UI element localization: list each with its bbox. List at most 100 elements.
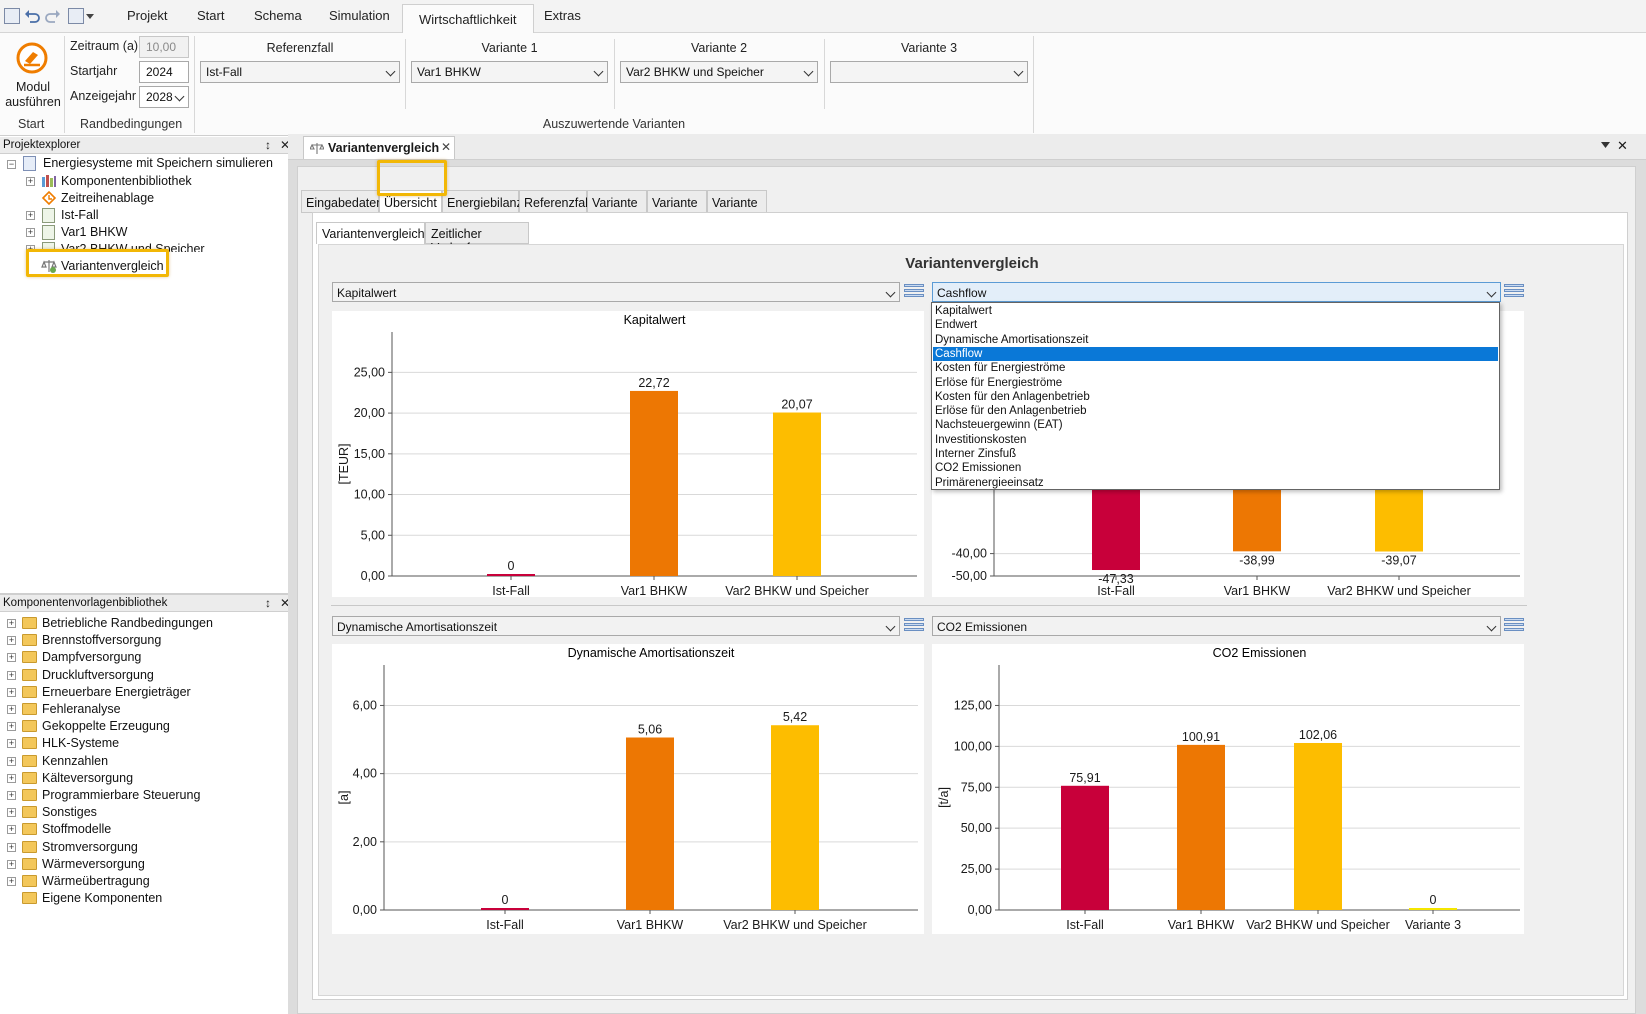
- variante3-select[interactable]: [830, 61, 1028, 83]
- chart-select-top-right[interactable]: Cashflow: [932, 282, 1501, 302]
- dropdown-option[interactable]: Cashflow: [933, 346, 1498, 362]
- chart-select-bottom-right[interactable]: CO2 Emissionen: [932, 616, 1501, 636]
- dropdown-option[interactable]: Interner Zinsfuß: [935, 448, 1017, 460]
- dropdown-option[interactable]: Endwert: [935, 319, 978, 332]
- library-item[interactable]: + Fehleranalyse: [0, 701, 290, 718]
- tab-energiebilanz[interactable]: Energiebilanz: [442, 190, 523, 213]
- variante2-select[interactable]: Var2 BHKW und Speicher: [620, 61, 818, 83]
- library-item[interactable]: + Kälteversorgung: [0, 770, 290, 787]
- library-item[interactable]: + Stoffmodelle: [0, 821, 290, 838]
- library-item[interactable]: + Brennstoffversorgung: [0, 632, 290, 649]
- tab-variante2[interactable]: Variante 2: [647, 190, 707, 224]
- chart-options-icon[interactable]: [1503, 618, 1525, 634]
- library-item[interactable]: + Stromversorgung: [0, 839, 290, 856]
- expand-icon[interactable]: +: [7, 858, 16, 869]
- library-item[interactable]: + Erneuerbare Energieträger: [0, 684, 290, 701]
- tree-item-zeitreihenablage[interactable]: Zeitreihenablage: [0, 190, 290, 207]
- library-item[interactable]: + HLK-Systeme: [0, 735, 290, 752]
- collapse-icon[interactable]: −: [7, 159, 16, 169]
- close-icon[interactable]: ✕: [441, 140, 452, 154]
- dropdown-option[interactable]: CO2 Emissionen: [935, 462, 1022, 475]
- library-item[interactable]: + Betriebliche Randbedingungen: [0, 615, 290, 632]
- dropdown-option[interactable]: Primärenergieeinsatz: [935, 476, 1044, 489]
- expand-icon[interactable]: +: [7, 772, 16, 783]
- expand-icon[interactable]: +: [7, 652, 16, 663]
- run-module-button[interactable]: Modul ausführen: [4, 39, 62, 109]
- library-item[interactable]: + Sonstiges: [0, 804, 290, 821]
- tab-eingabedaten[interactable]: Eingabedaten: [301, 190, 383, 213]
- expand-icon[interactable]: +: [7, 738, 16, 749]
- expand-icon[interactable]: +: [7, 669, 16, 680]
- dropdown-option[interactable]: Erlöse für den Anlagenbetrieb: [935, 405, 1087, 418]
- referenzfall-select[interactable]: Ist-Fall: [200, 61, 400, 83]
- dropdown-option[interactable]: Erlöse für Energieströme: [935, 376, 1063, 389]
- print-icon[interactable]: [68, 8, 84, 24]
- close-icon[interactable]: ✕: [1617, 138, 1628, 153]
- library-item[interactable]: Eigene Komponenten: [0, 890, 290, 907]
- dropdown-option[interactable]: Investitionskosten: [935, 433, 1027, 446]
- library-item[interactable]: + Druckluftversorgung: [0, 667, 290, 684]
- chart-options-icon[interactable]: [903, 618, 925, 634]
- variante1-select[interactable]: Var1 BHKW: [411, 61, 608, 83]
- expand-icon[interactable]: +: [7, 635, 16, 646]
- expand-icon[interactable]: +: [7, 686, 16, 697]
- library-item[interactable]: + Gekoppelte Erzeugung: [0, 718, 290, 735]
- expand-icon[interactable]: +: [26, 244, 35, 252]
- library-item[interactable]: + Wärmeübertragung: [0, 873, 290, 890]
- close-icon[interactable]: ✕: [280, 138, 291, 152]
- chart-select-top-left[interactable]: Kapitalwert: [332, 282, 900, 302]
- library-item[interactable]: + Wärmeversorgung: [0, 856, 290, 873]
- subtab-zeitlicher-verlauf[interactable]: Zeitlicher Verlauf: [425, 222, 529, 255]
- ribbon-tab-start[interactable]: Start: [197, 8, 225, 23]
- tree-item-komponentenbibliothek[interactable]: + Komponentenbibliothek: [0, 173, 290, 190]
- dropdown-option[interactable]: Nachsteuergewinn (EAT): [935, 419, 1063, 432]
- tree-item-var1-bhkw[interactable]: + Var1 BHKW: [0, 224, 290, 241]
- tab-uebersicht[interactable]: Übersicht: [379, 190, 442, 213]
- redo-icon[interactable]: [45, 8, 61, 24]
- expand-icon[interactable]: +: [26, 227, 35, 237]
- chart-options-icon[interactable]: [903, 284, 925, 300]
- tab-referenzfall[interactable]: Referenzfall: [519, 190, 591, 213]
- expand-icon[interactable]: +: [7, 876, 16, 886]
- ribbon-tab-schema[interactable]: Schema: [254, 8, 302, 23]
- close-icon[interactable]: ✕: [280, 596, 291, 610]
- tree-root[interactable]: − Energiesysteme mit Speichern simuliere…: [0, 155, 290, 172]
- dropdown-arrow-icon[interactable]: [1601, 142, 1610, 150]
- chart-select-bottom-left[interactable]: Dynamische Amortisationszeit: [332, 616, 900, 636]
- dropdown-option[interactable]: Kosten für Energieströme: [935, 362, 1066, 375]
- pin-icon[interactable]: ↕: [265, 596, 271, 610]
- undo-icon[interactable]: [24, 8, 40, 24]
- expand-icon[interactable]: +: [7, 841, 16, 852]
- dropdown-option[interactable]: Kapitalwert: [935, 305, 992, 317]
- chart-options-icon[interactable]: [1503, 284, 1525, 300]
- pin-icon[interactable]: ↕: [265, 138, 271, 152]
- ribbon-tab-wirtschaftlichkeit[interactable]: Wirtschaftlichkeit: [402, 4, 534, 34]
- dropdown-option[interactable]: Kosten für den Anlagenbetrieb: [935, 390, 1090, 403]
- tab-variante3[interactable]: Variante 3: [707, 190, 767, 224]
- expand-icon[interactable]: +: [7, 824, 16, 835]
- library-item[interactable]: + Programmierbare Steuerung: [0, 787, 290, 804]
- ribbon-tab-simulation[interactable]: Simulation: [329, 8, 390, 23]
- tree-item-ist-fall[interactable]: + Ist-Fall: [0, 207, 290, 224]
- subtab-variantenvergleich[interactable]: Variantenvergleich: [316, 222, 425, 244]
- expand-icon[interactable]: +: [7, 618, 16, 628]
- expand-icon[interactable]: +: [7, 704, 16, 714]
- chart-type-dropdown-list[interactable]: Kapitalwert Endwert Dynamische Amortisatio…: [931, 302, 1500, 490]
- expand-icon[interactable]: +: [7, 721, 16, 732]
- startjahr-input[interactable]: 2024: [139, 61, 189, 83]
- ribbon-tab-extras[interactable]: Extras: [544, 8, 581, 23]
- expand-icon[interactable]: +: [7, 755, 16, 766]
- dropdown-option[interactable]: Dynamische Amortisationszeit: [935, 333, 1089, 346]
- anzeigejahr-select[interactable]: 2028: [139, 86, 189, 108]
- expand-icon[interactable]: +: [26, 210, 35, 220]
- tree-item-var2-bhkw-speicher[interactable]: + Var2 BHKW und Speicher: [0, 241, 290, 252]
- quick-access-dropdown-icon[interactable]: [86, 14, 94, 20]
- expand-icon[interactable]: +: [26, 176, 35, 186]
- library-item[interactable]: + Kennzahlen: [0, 753, 290, 770]
- document-tab-variantenvergleich[interactable]: Variantenvergleich ✕: [303, 136, 455, 159]
- ribbon-tab-projekt[interactable]: Projekt: [127, 8, 168, 23]
- expand-icon[interactable]: +: [7, 807, 16, 818]
- save-icon[interactable]: [4, 8, 20, 24]
- expand-icon[interactable]: +: [7, 790, 16, 800]
- library-item[interactable]: + Dampfversorgung: [0, 649, 290, 666]
